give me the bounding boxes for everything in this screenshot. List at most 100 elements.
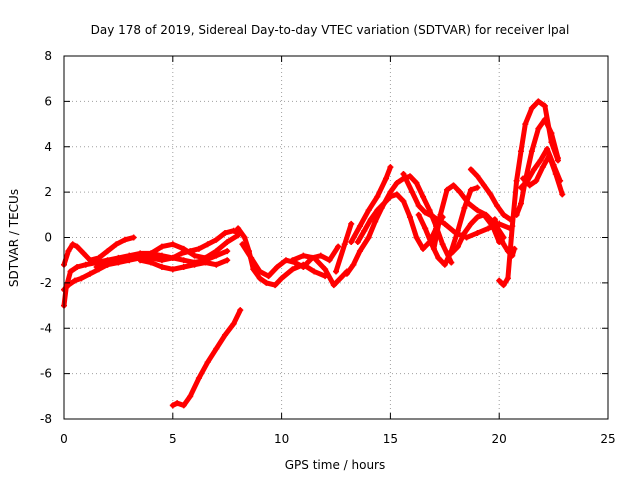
data-point — [339, 273, 346, 280]
data-point — [467, 186, 474, 193]
data-point — [130, 234, 137, 241]
data-point — [513, 177, 520, 184]
data-point — [65, 248, 72, 255]
data-point — [487, 191, 494, 198]
data-point — [311, 254, 318, 261]
y-tick-label: 0 — [44, 231, 52, 245]
series-sat-n — [401, 171, 513, 240]
data-point — [115, 259, 122, 266]
data-point — [494, 202, 501, 209]
data-point — [289, 257, 296, 264]
data-point — [454, 243, 461, 250]
data-point — [544, 146, 551, 153]
data-point — [413, 234, 420, 241]
x-tick-label: 20 — [492, 432, 507, 446]
y-tick-label: -6 — [40, 367, 52, 381]
data-point — [454, 227, 461, 234]
data-point — [457, 189, 464, 196]
data-point — [222, 229, 229, 236]
data-point — [526, 182, 533, 189]
data-point — [380, 200, 387, 207]
data-point — [406, 173, 413, 180]
data-point — [213, 345, 220, 352]
data-point — [435, 254, 442, 261]
y-tick-label: 4 — [44, 140, 52, 154]
data-point — [491, 216, 498, 223]
data-point — [104, 248, 111, 255]
data-point — [350, 261, 357, 268]
data-point — [441, 220, 448, 227]
data-point — [537, 157, 544, 164]
data-point — [272, 282, 279, 289]
data-point — [137, 257, 144, 264]
x-tick-label: 10 — [274, 432, 289, 446]
data-point — [559, 191, 566, 198]
data-point — [367, 216, 374, 223]
data-point — [480, 182, 487, 189]
data-point — [191, 261, 198, 268]
data-point — [82, 261, 89, 268]
data-point — [250, 266, 257, 273]
data-point — [158, 243, 165, 250]
data-point — [430, 214, 437, 221]
data-point — [430, 245, 437, 252]
data-point — [552, 170, 559, 177]
data-point — [126, 257, 133, 264]
x-tick-label: 15 — [383, 432, 398, 446]
data-point — [311, 268, 318, 275]
data-point — [535, 125, 542, 132]
data-point — [282, 257, 289, 264]
data-point — [300, 252, 307, 259]
x-axis-ticks: 0 5 10 15 20 25 — [60, 56, 616, 446]
data-point — [374, 193, 381, 200]
data-point — [441, 261, 448, 268]
data-point — [204, 241, 211, 248]
data-point — [237, 307, 244, 314]
data-point — [356, 248, 363, 255]
data-point — [69, 241, 76, 248]
data-point — [104, 261, 111, 268]
data-point — [496, 277, 503, 284]
data-point — [439, 241, 446, 248]
data-point — [485, 225, 492, 232]
data-point — [474, 214, 481, 221]
y-axis-label: SDTVAR / TECUs — [7, 189, 21, 287]
data-point — [548, 130, 555, 137]
data-point — [289, 266, 296, 273]
data-point — [474, 184, 481, 191]
data-point — [406, 214, 413, 221]
y-tick-label: -4 — [40, 321, 52, 335]
data-point — [474, 173, 481, 180]
data-point — [230, 227, 237, 234]
y-tick-label: 2 — [44, 185, 52, 199]
y-tick-label: -2 — [40, 276, 52, 290]
series-sat-f — [170, 307, 243, 408]
x-tick-label: 0 — [60, 432, 68, 446]
data-point — [158, 252, 165, 259]
data-point — [148, 259, 155, 266]
data-point — [78, 275, 85, 282]
data-point — [239, 241, 246, 248]
data-point — [393, 191, 400, 198]
data-point — [213, 248, 220, 255]
data-point — [356, 223, 363, 230]
data-point — [541, 102, 548, 109]
data-point — [517, 184, 524, 191]
data-point — [522, 121, 529, 128]
data-point — [213, 236, 220, 243]
data-point — [422, 209, 429, 216]
data-point — [191, 252, 198, 259]
data-point — [241, 234, 248, 241]
x-axis-label: GPS time / hours — [285, 458, 386, 472]
data-point — [528, 148, 535, 155]
data-point — [535, 98, 542, 105]
data-point — [400, 170, 407, 177]
data-point — [504, 275, 511, 282]
data-point — [437, 211, 444, 218]
data-point — [474, 207, 481, 214]
data-point — [383, 175, 390, 182]
data-point — [213, 261, 220, 268]
data-point — [554, 155, 561, 162]
data-point — [265, 273, 272, 280]
